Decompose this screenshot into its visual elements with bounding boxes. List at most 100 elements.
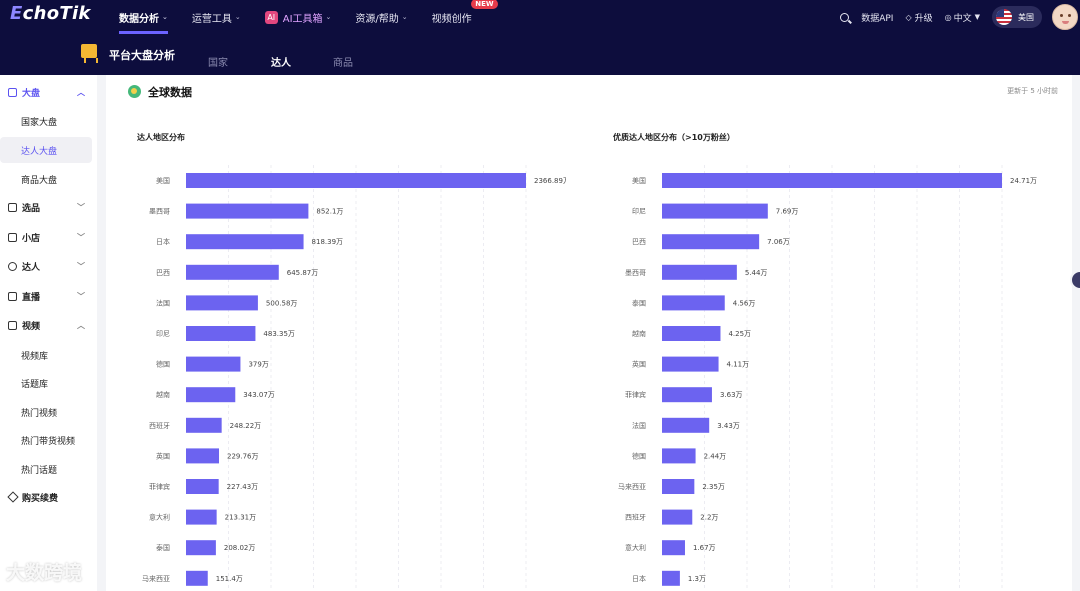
category-label: 马来西亚 [142,575,170,583]
sidebar-group-creators[interactable]: 达人 ﹀ [0,253,97,279]
sidebar-item-hot-topics[interactable]: 热门话题 [21,465,58,476]
bar[interactable] [662,479,695,494]
echotik-logo[interactable]: EchoTik [10,3,91,24]
upgrade-button[interactable]: ◇ 升级 [905,12,933,24]
new-badge: NEW [471,0,498,9]
bar[interactable] [186,173,526,188]
bar[interactable] [662,509,693,525]
category-label: 越南 [156,390,170,399]
sidebar-group-shops[interactable]: 小店 ﹀ [0,224,97,250]
sidebar: 大盘 ︿ 国家大盘 达人大盘 商品大盘 选品 ﹀ 小店 ﹀ 达人 ﹀ 直播 ﹀ 视频 ︿ 视… [0,75,97,591]
category-label: 泰国 [632,298,646,307]
bar[interactable] [662,570,680,586]
ai-icon: AI [264,10,278,24]
bar[interactable] [662,203,768,219]
us-flag-icon [996,9,1012,25]
nav-resources-help[interactable]: 资源/帮助 ⌄ [355,13,408,25]
tab-country[interactable]: 国家 [208,58,228,69]
category-label: 菲律宾 [625,390,646,399]
value-label: 3.43万 [717,422,740,430]
bar[interactable] [186,417,222,433]
bar[interactable] [662,234,760,250]
diamond-icon: ◇ [905,12,912,22]
bar[interactable] [662,356,719,372]
sidebar-item-creator-dashboard[interactable]: 达人大盘 [0,137,92,163]
tab-product[interactable]: 商品 [333,58,353,69]
sidebar-item-product-dashboard[interactable]: 商品大盘 [21,175,58,186]
sidebar-item-purchase[interactable]: 购买续费 [0,484,97,510]
nav-data-analysis[interactable]: 数据分析 ⌄ [119,0,168,34]
value-label: 2.35万 [702,483,725,491]
sidebar-group-dashboard[interactable]: 大盘 ︿ [0,79,97,105]
store-icon [8,232,17,242]
chart-title-quality-creator-distribution: 优质达人地区分布（>10万粉丝） [613,133,735,142]
bar[interactable] [662,448,696,464]
value-label: 343.07万 [243,391,275,399]
bar[interactable] [186,203,309,219]
value-label: 2.44万 [704,452,727,460]
bar[interactable] [186,570,208,586]
bar[interactable] [662,173,1002,188]
region-selector[interactable]: 美国 [992,6,1042,28]
sidebar-item-hot-videos[interactable]: 热门视频 [21,408,58,419]
bar[interactable] [662,540,685,556]
sidebar-item-country-dashboard[interactable]: 国家大盘 [21,117,58,128]
bar[interactable] [186,479,219,494]
bar[interactable] [186,509,217,525]
chart-title-creator-distribution: 达人地区分布 [137,133,185,142]
category-label: 印尼 [156,330,170,338]
tab-creator[interactable]: 达人 [271,54,291,78]
value-label: 248.22万 [230,422,262,430]
nav-video-creation[interactable]: 视频创作 NEW [432,0,498,34]
language-selector[interactable]: ◎ 中文 ▼ [944,12,980,24]
bar[interactable] [662,387,712,403]
value-label: 2366.89万 [534,177,566,185]
bar[interactable] [186,295,258,311]
sidebar-item-video-library[interactable]: 视频库 [21,351,49,362]
bar[interactable] [186,387,236,403]
category-label: 西班牙 [149,421,170,430]
value-label: 151.4万 [216,575,243,583]
watermark: 大数跨境 [6,562,83,584]
bar[interactable] [662,295,725,311]
user-icon [8,261,17,271]
bar[interactable] [186,448,220,464]
bar[interactable] [662,417,710,433]
nav-operation-tools[interactable]: 运营工具 ⌄ [191,13,241,25]
search-icon[interactable] [840,12,850,22]
play-icon [8,291,17,301]
user-avatar[interactable] [1052,4,1078,30]
chevron-down-icon: ⌄ [401,13,408,21]
bar[interactable] [186,264,279,280]
bar[interactable] [186,356,241,372]
value-label: 2.2万 [700,514,718,522]
presentation-board-icon [81,44,98,63]
bar[interactable] [186,234,304,250]
category-label: 美国 [156,176,170,185]
value-label: 379万 [248,361,268,369]
sidebar-item-hot-selling-videos[interactable]: 热门带货视频 [21,436,76,447]
chevron-down-icon: ⌄ [162,13,168,21]
bar[interactable] [186,326,256,341]
chevron-down-icon: ﹀ [77,232,85,242]
caret-down-icon: ▼ [974,13,980,21]
section-title: 全球数据 [148,86,192,99]
sidebar-group-products[interactable]: 选品 ﹀ [0,194,97,220]
chevron-down-icon: ⌄ [325,13,332,21]
bar[interactable] [186,540,216,556]
sidebar-group-video[interactable]: 视频 ︿ [0,312,97,338]
floating-helper-avatar[interactable] [1070,270,1080,290]
sidebar-item-topic-library[interactable]: 话题库 [21,379,49,390]
data-api-link[interactable]: 数据API [861,13,894,24]
value-label: 4.25万 [728,330,751,338]
category-label: 法国 [156,298,170,307]
value-label: 7.06万 [767,238,790,246]
value-label: 645.87万 [287,269,319,277]
nav-ai-toolbox[interactable]: AI AI工具箱 ⌄ [264,0,332,34]
sidebar-group-live[interactable]: 直播 ﹀ [0,283,97,309]
bar[interactable] [662,326,721,341]
bar[interactable] [662,264,737,280]
main-panel: 全球数据 更新于 5 小时前 达人地区分布 优质达人地区分布（>10万粉丝） 美… [106,75,1072,591]
chevron-down-icon: ﹀ [77,202,85,212]
